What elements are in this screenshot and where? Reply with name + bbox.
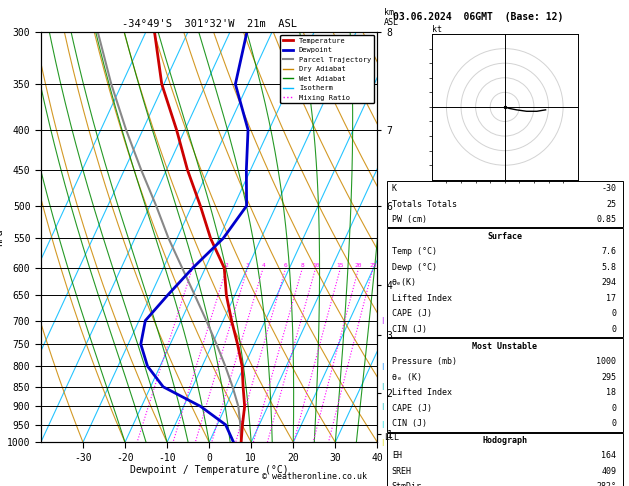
X-axis label: Dewpoint / Temperature (°C): Dewpoint / Temperature (°C): [130, 466, 289, 475]
Text: 7.6: 7.6: [601, 247, 616, 256]
Text: Surface: Surface: [487, 232, 522, 241]
Text: 6: 6: [284, 263, 287, 268]
Text: 17: 17: [606, 294, 616, 303]
Text: 03.06.2024  06GMT  (Base: 12): 03.06.2024 06GMT (Base: 12): [393, 12, 564, 22]
Text: 2: 2: [225, 263, 228, 268]
Text: |: |: [381, 363, 384, 370]
Text: 10: 10: [312, 263, 320, 268]
Text: 25: 25: [606, 200, 616, 208]
Text: © weatheronline.co.uk: © weatheronline.co.uk: [262, 472, 367, 481]
Text: StmDir: StmDir: [392, 483, 422, 486]
Text: 8: 8: [301, 263, 304, 268]
Text: 0: 0: [611, 325, 616, 334]
Text: Most Unstable: Most Unstable: [472, 342, 537, 350]
Text: 18: 18: [606, 388, 616, 397]
Text: 295: 295: [601, 373, 616, 382]
Text: Lifted Index: Lifted Index: [392, 294, 452, 303]
Text: θₑ (K): θₑ (K): [392, 373, 422, 382]
Text: 20: 20: [355, 263, 362, 268]
Text: 4: 4: [261, 263, 265, 268]
Text: |: |: [381, 317, 384, 324]
Y-axis label: hPa: hPa: [0, 228, 4, 246]
Text: K: K: [392, 184, 397, 193]
Text: CIN (J): CIN (J): [392, 419, 427, 428]
Text: 164: 164: [601, 451, 616, 460]
Text: |: |: [381, 439, 384, 446]
Text: 25: 25: [369, 263, 377, 268]
Text: Lifted Index: Lifted Index: [392, 388, 452, 397]
Text: Temp (°C): Temp (°C): [392, 247, 437, 256]
Text: 294: 294: [601, 278, 616, 287]
Legend: Temperature, Dewpoint, Parcel Trajectory, Dry Adiabat, Wet Adiabat, Isotherm, Mi: Temperature, Dewpoint, Parcel Trajectory…: [280, 35, 374, 104]
Text: CIN (J): CIN (J): [392, 325, 427, 334]
Text: 1: 1: [191, 263, 194, 268]
Text: SREH: SREH: [392, 467, 412, 476]
Text: 282°: 282°: [596, 483, 616, 486]
Text: 0: 0: [611, 419, 616, 428]
Text: Pressure (mb): Pressure (mb): [392, 357, 457, 366]
Text: Dewp (°C): Dewp (°C): [392, 263, 437, 272]
Text: 3: 3: [246, 263, 250, 268]
Text: 0.85: 0.85: [596, 215, 616, 224]
Text: km
ASL: km ASL: [384, 8, 399, 28]
Text: θₑ(K): θₑ(K): [392, 278, 417, 287]
Text: Hodograph: Hodograph: [482, 436, 527, 445]
Text: |: |: [381, 383, 384, 390]
Text: CAPE (J): CAPE (J): [392, 310, 432, 318]
Text: EH: EH: [392, 451, 402, 460]
Text: kt: kt: [432, 25, 442, 34]
Text: 1000: 1000: [596, 357, 616, 366]
Text: 15: 15: [337, 263, 344, 268]
Text: PW (cm): PW (cm): [392, 215, 427, 224]
Text: |: |: [381, 403, 384, 410]
Text: -30: -30: [601, 184, 616, 193]
Text: LCL: LCL: [384, 433, 399, 442]
Text: 0: 0: [611, 404, 616, 413]
Text: Totals Totals: Totals Totals: [392, 200, 457, 208]
Title: -34°49'S  301°32'W  21m  ASL: -34°49'S 301°32'W 21m ASL: [121, 19, 297, 30]
Text: CAPE (J): CAPE (J): [392, 404, 432, 413]
Text: |: |: [381, 421, 384, 428]
Text: 409: 409: [601, 467, 616, 476]
Text: 0: 0: [611, 310, 616, 318]
Text: 5.8: 5.8: [601, 263, 616, 272]
